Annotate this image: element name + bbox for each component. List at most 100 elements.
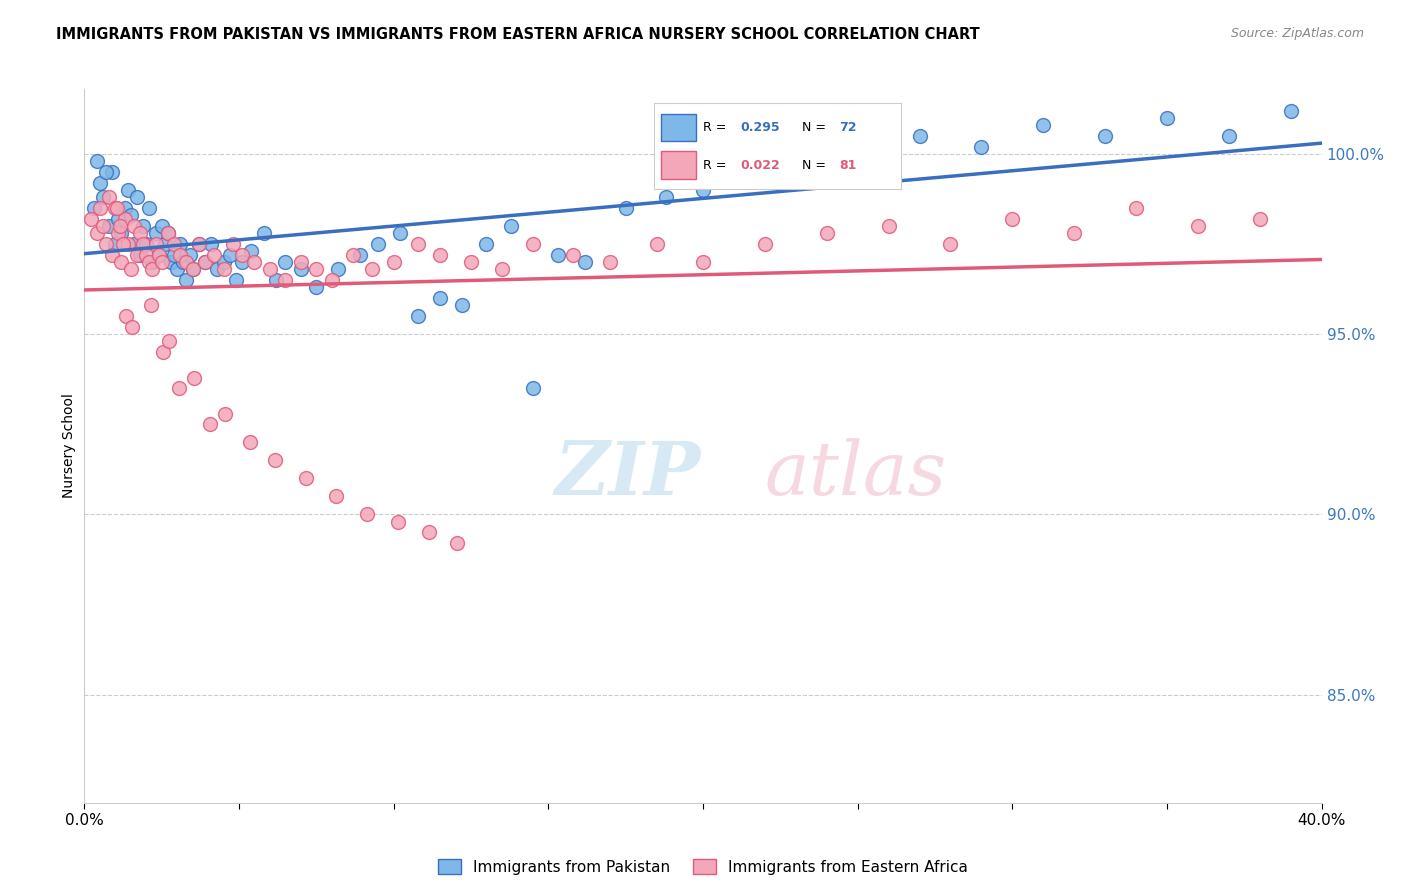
Point	[120, 208, 142, 222]
Point	[547, 248, 569, 262]
Point	[129, 227, 152, 241]
Point	[108, 219, 131, 234]
Point	[367, 237, 389, 252]
Point	[1032, 118, 1054, 132]
Point	[114, 201, 136, 215]
Point	[135, 237, 157, 252]
Point	[1249, 211, 1271, 226]
Text: IMMIGRANTS FROM PAKISTAN VS IMMIGRANTS FROM EASTERN AFRICA NURSERY SCHOOL CORREL: IMMIGRANTS FROM PAKISTAN VS IMMIGRANTS F…	[56, 27, 980, 42]
Point	[225, 273, 247, 287]
Point	[122, 219, 145, 234]
Point	[418, 525, 440, 540]
Point	[120, 262, 142, 277]
Point	[970, 140, 993, 154]
Point	[274, 255, 297, 269]
Point	[243, 255, 266, 269]
Point	[231, 248, 253, 262]
Y-axis label: Nursery School: Nursery School	[62, 393, 76, 499]
Point	[115, 310, 138, 324]
Point	[450, 298, 472, 312]
Point	[460, 255, 482, 269]
Point	[187, 237, 209, 252]
Legend: Immigrants from Pakistan, Immigrants from Eastern Africa: Immigrants from Pakistan, Immigrants fro…	[432, 853, 974, 880]
Point	[522, 237, 544, 252]
Point	[290, 255, 312, 269]
Point	[145, 237, 167, 252]
Point	[89, 176, 111, 190]
Point	[1094, 129, 1116, 144]
Point	[939, 237, 962, 252]
Text: ZIP: ZIP	[554, 438, 700, 511]
Point	[1187, 219, 1209, 234]
Point	[166, 262, 188, 277]
Point	[429, 248, 451, 262]
Point	[98, 219, 121, 234]
Point	[156, 227, 179, 241]
Point	[655, 190, 678, 204]
Point	[181, 262, 204, 277]
Point	[159, 334, 180, 349]
Point	[274, 273, 297, 287]
Point	[141, 255, 163, 269]
Point	[129, 248, 152, 262]
Point	[132, 237, 155, 252]
Point	[117, 237, 139, 252]
Point	[194, 255, 217, 269]
Point	[1001, 211, 1024, 226]
Point	[112, 237, 135, 252]
Point	[614, 201, 637, 215]
Point	[117, 183, 139, 197]
Point	[264, 273, 287, 287]
Point	[240, 244, 263, 259]
Point	[1156, 111, 1178, 125]
Point	[183, 370, 205, 384]
Point	[908, 129, 931, 144]
Point	[79, 211, 101, 226]
Point	[501, 219, 523, 234]
Point	[754, 237, 776, 252]
Point	[574, 255, 596, 269]
Point	[125, 190, 148, 204]
Text: Source: ZipAtlas.com: Source: ZipAtlas.com	[1230, 27, 1364, 40]
Point	[212, 255, 235, 269]
Point	[361, 262, 384, 277]
Point	[388, 227, 411, 241]
Point	[107, 211, 129, 226]
Point	[107, 227, 129, 241]
Point	[138, 201, 160, 215]
Point	[122, 237, 145, 252]
Point	[342, 248, 364, 262]
Point	[148, 248, 170, 262]
Point	[86, 227, 108, 241]
Point	[101, 165, 124, 179]
Point	[207, 262, 229, 277]
Point	[150, 255, 173, 269]
Point	[160, 255, 183, 269]
Point	[156, 227, 179, 241]
Point	[94, 237, 117, 252]
Point	[83, 201, 105, 215]
Point	[148, 248, 170, 262]
Point	[325, 490, 347, 504]
Point	[104, 237, 127, 252]
Point	[846, 140, 869, 154]
Point	[163, 248, 186, 262]
Point	[153, 237, 176, 252]
Point	[169, 237, 191, 252]
Point	[738, 165, 761, 179]
Point	[135, 248, 157, 262]
Point	[98, 190, 121, 204]
Point	[200, 237, 222, 252]
Point	[349, 248, 371, 262]
Point	[475, 237, 498, 252]
Point	[198, 417, 221, 432]
Point	[105, 201, 128, 215]
Point	[815, 227, 838, 241]
Point	[387, 515, 409, 529]
Point	[253, 227, 276, 241]
Point	[429, 291, 451, 305]
Point	[214, 407, 236, 421]
Point	[176, 273, 198, 287]
Point	[231, 255, 253, 269]
Point	[101, 248, 124, 262]
